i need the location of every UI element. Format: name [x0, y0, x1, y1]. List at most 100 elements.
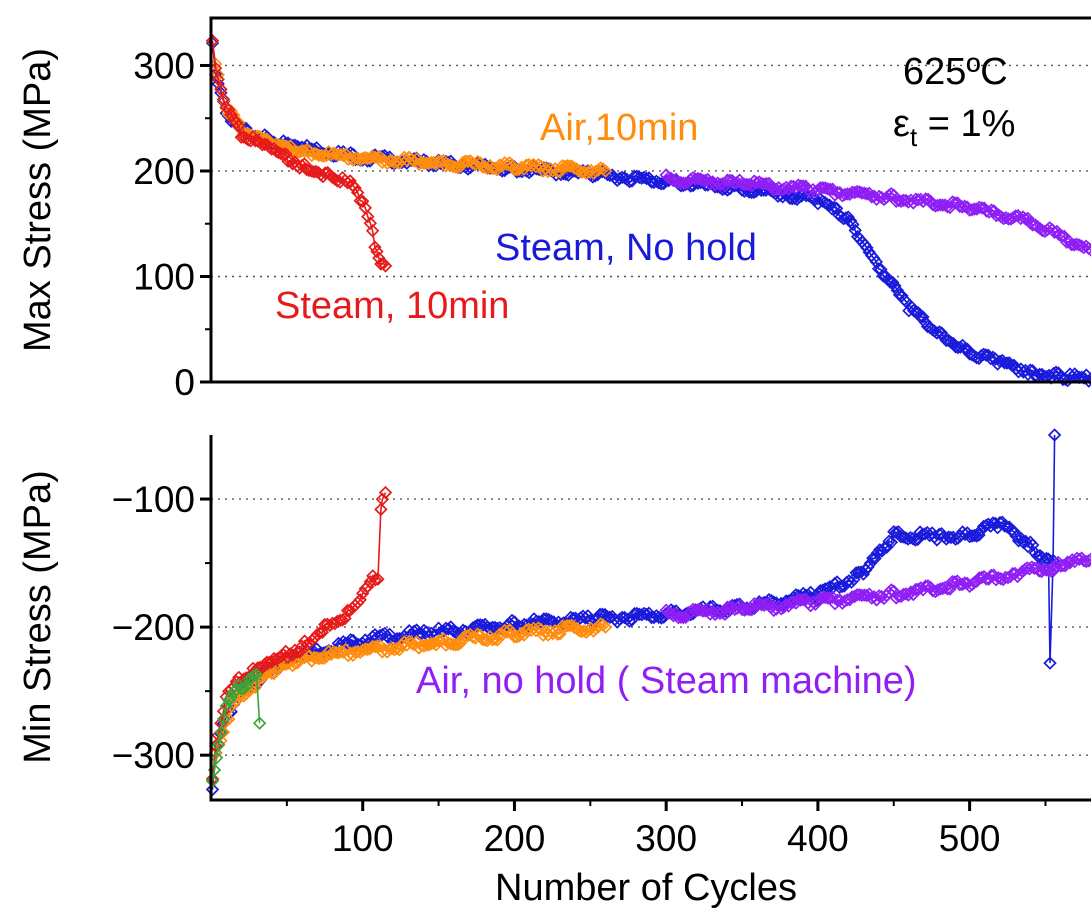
- min-y-tick-label: −200: [112, 607, 195, 648]
- data-point: [550, 627, 565, 641]
- data-point: [997, 519, 1012, 533]
- data-point: [1007, 524, 1021, 539]
- data-point: [901, 588, 916, 602]
- data-point: [882, 534, 896, 548]
- data-point: [757, 177, 771, 191]
- data-point: [1011, 365, 1026, 379]
- data-point: [647, 175, 661, 190]
- data-point: [696, 173, 710, 188]
- data-point: [493, 627, 507, 641]
- data-point: [908, 533, 923, 547]
- data-point: [1018, 534, 1033, 549]
- data-point: [829, 201, 844, 216]
- data-point: [370, 244, 384, 259]
- data-point: [754, 598, 769, 612]
- data-point: [852, 185, 867, 199]
- data-point: [846, 217, 860, 232]
- data-point: [267, 651, 281, 666]
- data-point: [1044, 564, 1058, 578]
- data-point: [1058, 559, 1073, 573]
- series-air-no-hold-steam-machine: [659, 551, 1091, 625]
- data-point: [637, 606, 651, 621]
- data-point: [281, 650, 295, 665]
- data-point: [742, 177, 757, 192]
- data-point: [989, 208, 1004, 223]
- data-point: [274, 146, 288, 161]
- data-point: [861, 560, 875, 574]
- data-point: [737, 177, 752, 192]
- max-stress-axis-title: Max Stress (MPa): [17, 48, 59, 352]
- data-point: [353, 193, 367, 208]
- strain-subscript: t: [910, 122, 918, 152]
- data-point: [214, 725, 228, 739]
- data-point: [255, 138, 270, 152]
- max-stress-panel: 0 100 200 300: [133, 16, 1091, 403]
- data-point: [558, 619, 572, 634]
- data-point: [338, 611, 352, 626]
- data-point: [713, 606, 727, 621]
- data-point: [214, 716, 228, 730]
- max-y-tick-label: 0: [174, 362, 195, 403]
- data-point: [431, 154, 446, 169]
- data-point: [211, 72, 225, 87]
- data-point: [794, 593, 808, 607]
- data-point: [395, 153, 409, 167]
- data-point: [835, 579, 849, 594]
- data-point: [560, 618, 574, 633]
- data-point: [448, 638, 463, 652]
- data-point: [288, 656, 302, 671]
- data-point: [306, 165, 321, 179]
- data-point: [237, 681, 251, 696]
- data-point: [720, 600, 735, 614]
- max-y-tick-label: 200: [133, 151, 195, 192]
- data-point: [468, 157, 483, 172]
- data-point: [468, 631, 483, 645]
- data-point: [888, 279, 902, 293]
- data-point: [941, 530, 956, 544]
- data-point: [249, 667, 264, 682]
- data-point: [378, 485, 393, 500]
- data-point: [252, 716, 267, 730]
- data-point: [378, 259, 393, 273]
- data-point: [674, 610, 688, 625]
- data-point: [967, 528, 982, 543]
- x-tick-label: 400: [787, 818, 849, 859]
- data-point: [221, 712, 236, 726]
- strain-label: εt = 1%: [893, 103, 1015, 152]
- max-y-tick-label: 100: [133, 256, 195, 297]
- data-point: [869, 593, 884, 607]
- data-point: [458, 154, 473, 168]
- annotation-steam-no-hold: Steam, No hold: [495, 227, 757, 269]
- data-point: [720, 173, 735, 187]
- data-point: [948, 340, 963, 354]
- data-point: [1084, 372, 1091, 386]
- data-point: [368, 573, 383, 587]
- data-point: [466, 630, 480, 644]
- data-point: [214, 82, 228, 97]
- series-air-no-hold-steam-machine: [659, 168, 1091, 257]
- data-point: [485, 633, 500, 647]
- data-point: [786, 595, 801, 609]
- data-point: [324, 647, 338, 662]
- data-point: [292, 653, 307, 668]
- data-point: [696, 604, 710, 618]
- min-y-tick-label: −300: [112, 735, 195, 776]
- max-y-tick-label: 300: [133, 45, 195, 86]
- data-point: [355, 643, 370, 658]
- annotation-air-no-hold: Air, no hold ( Steam machine): [416, 660, 917, 702]
- data-point: [776, 600, 791, 615]
- data-point: [431, 634, 446, 648]
- min-y-tick-label: −100: [112, 479, 195, 520]
- data-point: [740, 602, 754, 616]
- series-unlabeled-4: [205, 667, 267, 788]
- data-point: [234, 130, 249, 145]
- data-point: [836, 211, 851, 226]
- data-point: [490, 162, 505, 177]
- data-point: [334, 147, 348, 162]
- data-point: [637, 170, 651, 185]
- data-point: [887, 524, 901, 539]
- data-point: [974, 523, 989, 537]
- data-point: [512, 629, 526, 643]
- x-tick-label: 300: [635, 818, 697, 859]
